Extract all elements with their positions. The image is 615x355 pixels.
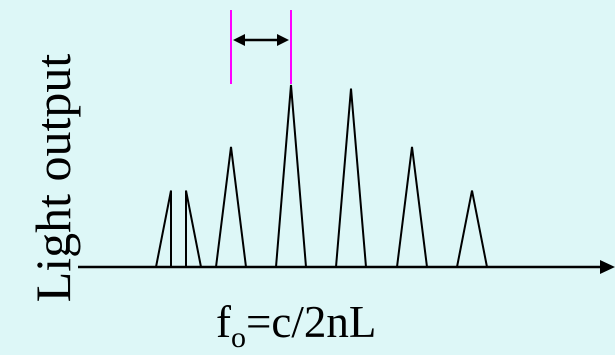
- spacing-arrowhead-left: [233, 34, 245, 46]
- formula-symbol: f: [216, 297, 231, 347]
- y-axis-label: Light output: [25, 53, 81, 303]
- spacing-arrowhead-right: [277, 34, 289, 46]
- peak-3: [335, 88, 367, 268]
- half-peak-right: [185, 190, 202, 268]
- half-peak-left: [155, 190, 172, 268]
- axis-arrowhead: [600, 260, 615, 274]
- mode-spacing-formula: fo=c/2nL: [216, 297, 377, 353]
- peak-5: [456, 190, 488, 268]
- peak-4: [396, 146, 428, 268]
- peak-2: [275, 84, 307, 268]
- formula-expression: =c/2nL: [246, 297, 377, 347]
- peak-1: [215, 146, 247, 268]
- peaks-group: [155, 84, 488, 268]
- formula-subscript: o: [231, 321, 246, 354]
